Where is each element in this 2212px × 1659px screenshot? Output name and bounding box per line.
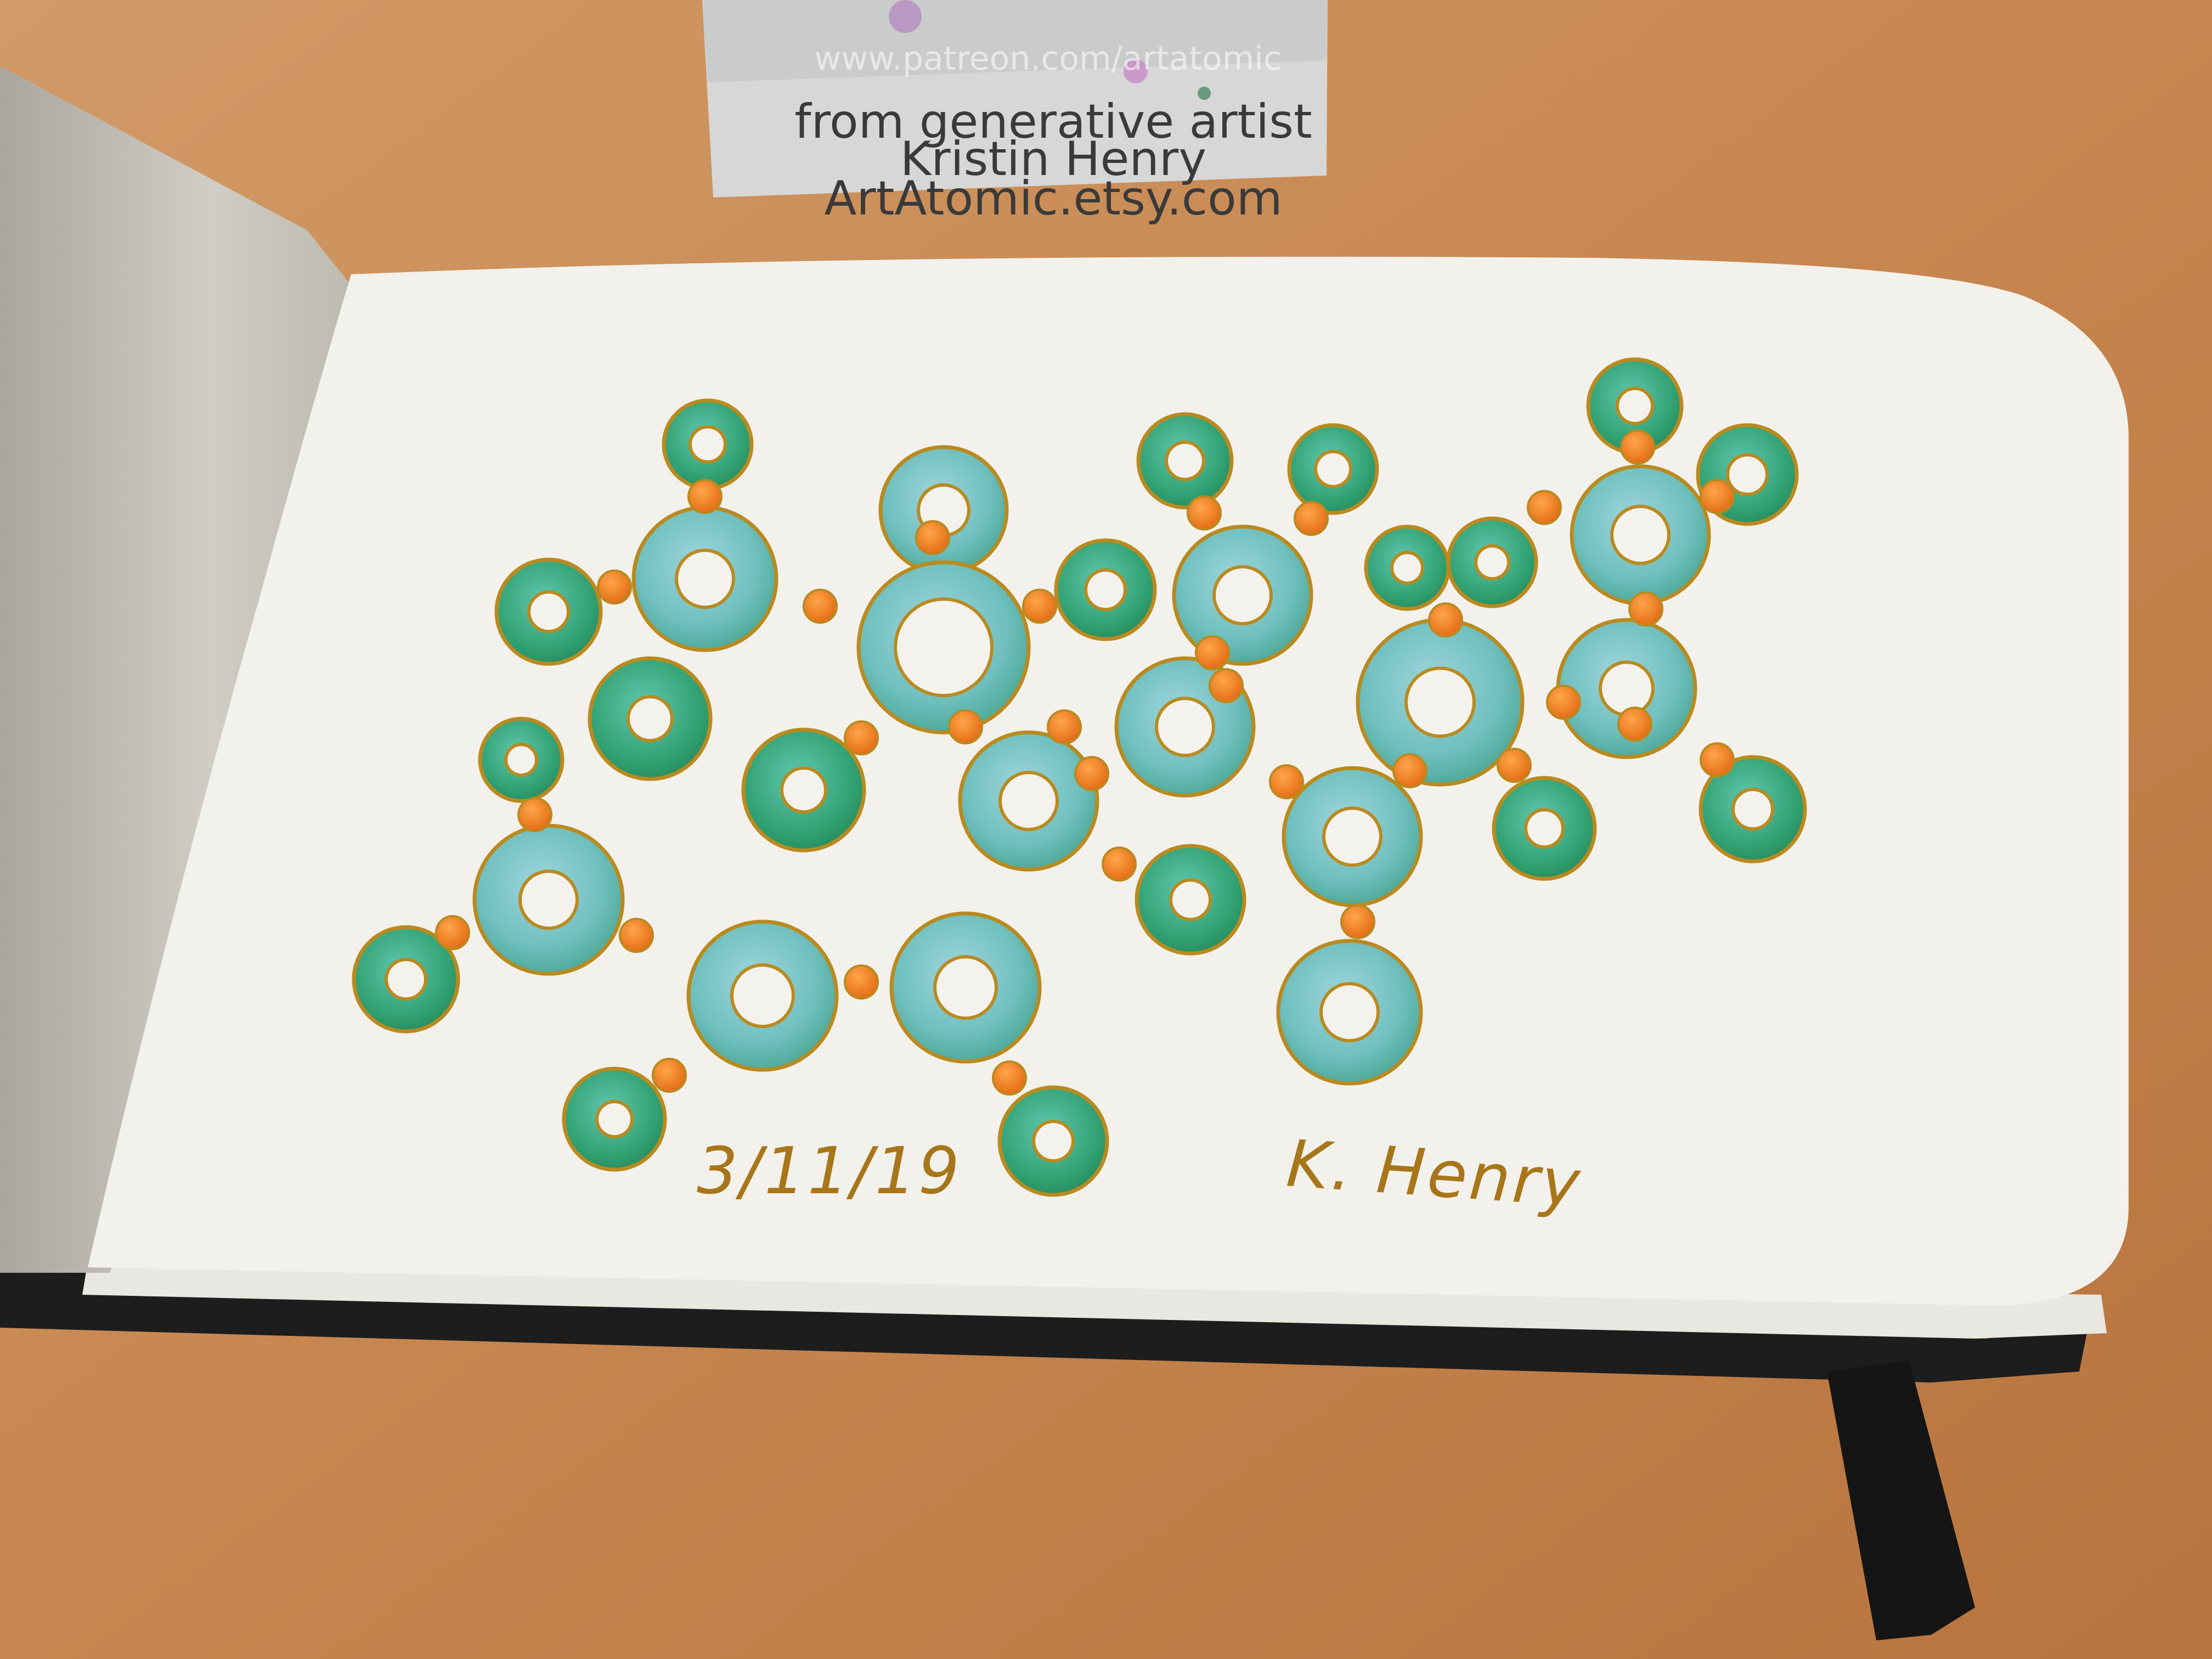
connector-dot-icon <box>1546 685 1581 720</box>
connector-dot-icon <box>948 709 983 744</box>
connector-dot-icon <box>435 915 470 950</box>
connector-dot-icon <box>803 589 838 624</box>
connector-dot-icon <box>1209 668 1244 703</box>
ring-hole <box>998 771 1059 831</box>
painting-date: 3/11/19 <box>697 1133 962 1209</box>
ring-hole <box>527 590 570 633</box>
connector-dot-icon <box>687 479 723 514</box>
connector-dot-icon <box>1187 495 1222 531</box>
connector-dot-icon <box>1074 756 1109 791</box>
bookmark-ribbon-icon <box>1827 1361 1975 1640</box>
ring-hole <box>1155 697 1215 757</box>
connector-dot-icon <box>1617 707 1652 742</box>
connector-dot-icon <box>1497 748 1532 783</box>
ring-hole <box>1165 441 1205 481</box>
connector-dot-icon <box>517 797 552 832</box>
connector-dot-icon <box>1022 589 1057 624</box>
card-obscured-line: www.patreon.com/artatomic <box>814 40 1282 78</box>
ring-hole <box>1726 453 1769 496</box>
connector-dot-icon <box>597 569 632 605</box>
ring-hole <box>1474 544 1510 580</box>
ring-hole <box>730 963 795 1028</box>
connector-dot-icon <box>652 1058 687 1093</box>
ring-hole <box>933 955 998 1020</box>
molecule-painting <box>352 357 1807 1197</box>
card-line-1: from generative artist <box>794 94 1312 149</box>
ring-hole <box>1322 806 1383 867</box>
left-page <box>0 66 351 1273</box>
connector-dot-icon <box>992 1060 1027 1096</box>
ring-hole <box>1599 661 1655 716</box>
card-line-2: Kristin Henry <box>900 132 1207 187</box>
connector-dot-icon <box>1527 490 1562 525</box>
connector-dot-icon <box>1047 709 1082 744</box>
ring-hole <box>1731 788 1774 831</box>
ring-hole <box>675 549 735 609</box>
ring-hole <box>627 695 674 742</box>
connector-dot-icon <box>1620 430 1655 465</box>
ring-hole <box>504 743 538 777</box>
business-card <box>702 0 1328 198</box>
connector-dot-icon <box>1195 635 1230 670</box>
ring-hole <box>385 958 427 1001</box>
ring-hole <box>1319 982 1380 1042</box>
connector-dot-icon <box>1392 753 1427 788</box>
connector-dot-icon <box>1700 742 1735 777</box>
ring-hole <box>1404 667 1476 738</box>
ring-hole <box>780 766 827 814</box>
ring-hole <box>1169 878 1212 921</box>
connector-dot-icon <box>1428 602 1463 637</box>
connector-dot-icon <box>844 720 879 755</box>
connector-dot-icon <box>1628 591 1663 627</box>
connector-dot-icon <box>1102 847 1137 882</box>
ring-hole <box>1084 568 1127 611</box>
ring-hole <box>518 870 579 930</box>
card-line-3: ArtAtomic.etsy.com <box>824 171 1283 226</box>
connector-dot-icon <box>619 918 654 953</box>
ring-hole <box>1314 450 1352 488</box>
connector-dot-icon <box>844 964 879 1000</box>
connector-dot-icon <box>1269 764 1304 799</box>
ring-hole <box>1610 505 1671 565</box>
connector-dot-icon <box>1700 479 1735 514</box>
ring-hole <box>1212 565 1273 625</box>
connector-dot-icon <box>1294 501 1329 536</box>
connector-dot-icon <box>915 520 950 555</box>
ring-hole <box>894 597 994 697</box>
ring-hole <box>1524 808 1565 849</box>
ring-hole <box>1032 1120 1075 1163</box>
ring-hole <box>689 425 727 464</box>
connector-dot-icon <box>1340 904 1375 939</box>
ring-hole <box>1616 387 1654 425</box>
ring-hole <box>1390 551 1424 585</box>
ring-hole <box>595 1100 634 1138</box>
